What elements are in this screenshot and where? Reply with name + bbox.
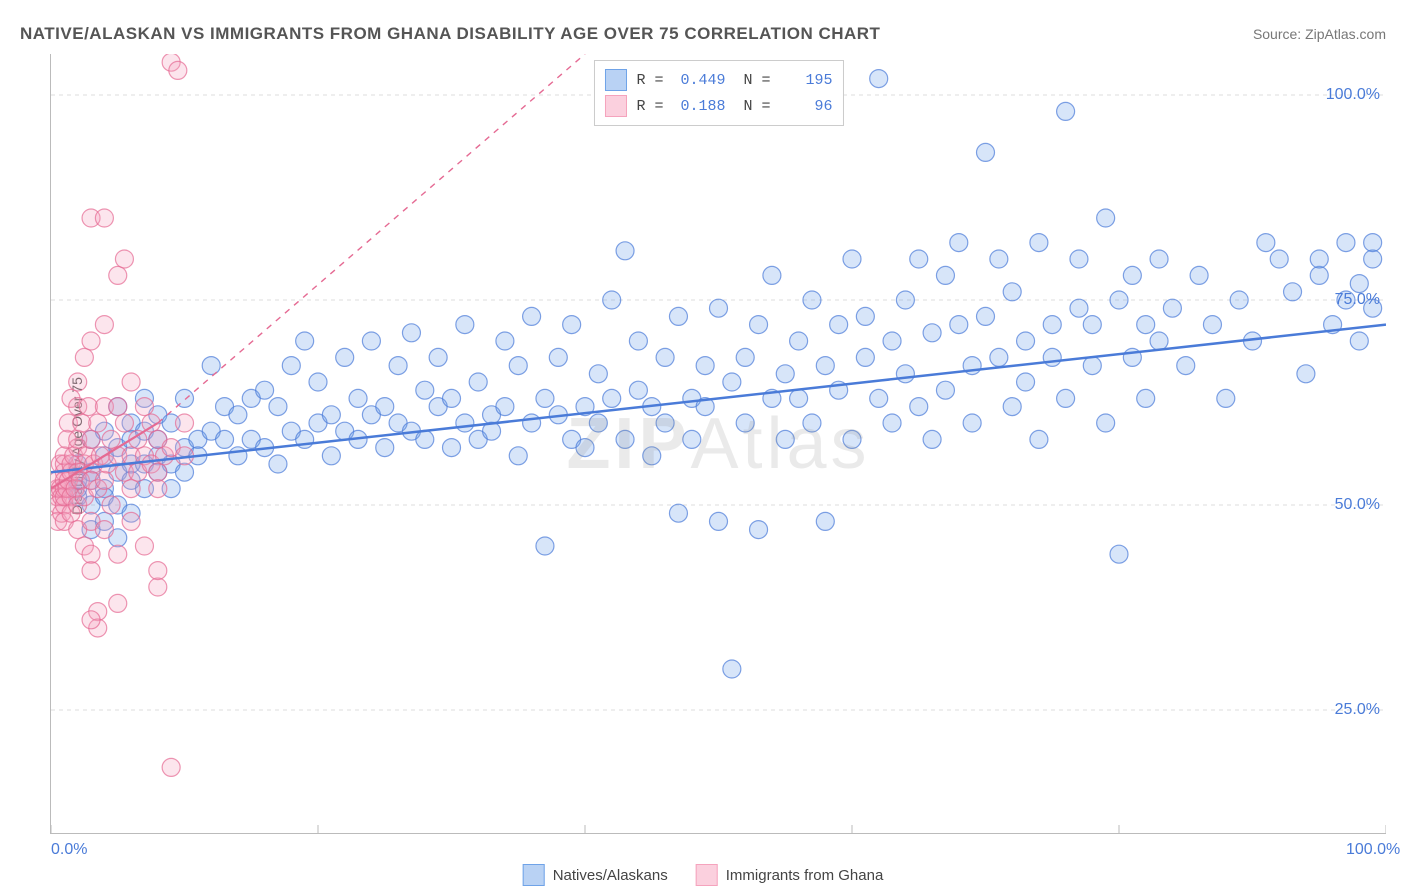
correlation-legend: R = 0.449 N = 195 R = 0.188 N = 96 <box>593 60 843 126</box>
y-tick-label: 75.0% <box>1335 291 1380 309</box>
r-value: 0.449 <box>674 72 726 89</box>
y-tick-label: 100.0% <box>1326 86 1380 104</box>
page-title: NATIVE/ALASKAN VS IMMIGRANTS FROM GHANA … <box>20 24 880 44</box>
correlation-row: R = 0.449 N = 195 <box>604 67 832 93</box>
r-label: R = <box>636 72 663 89</box>
n-label: N = <box>744 98 771 115</box>
x-tick-label: 100.0% <box>1346 841 1400 859</box>
n-value: 195 <box>781 72 833 89</box>
x-tick-label: 0.0% <box>51 841 87 859</box>
n-label: N = <box>744 72 771 89</box>
legend-swatch-icon <box>604 69 626 91</box>
legend-swatch-icon <box>604 95 626 117</box>
correlation-row: R = 0.188 N = 96 <box>604 93 832 119</box>
legend-label: Natives/Alaskans <box>553 867 668 884</box>
legend-swatch-icon <box>523 864 545 886</box>
source-attribution: Source: ZipAtlas.com <box>1253 26 1386 42</box>
n-value: 96 <box>781 98 833 115</box>
scatter-chart: ZIPAtlas R =0.449N =195R =0.188N =96 25.… <box>50 54 1386 834</box>
r-value: 0.188 <box>674 98 726 115</box>
legend-item: Natives/Alaskans <box>523 864 668 886</box>
y-tick-label: 50.0% <box>1335 496 1380 514</box>
y-tick-label: 25.0% <box>1335 701 1380 719</box>
title-bar: NATIVE/ALASKAN VS IMMIGRANTS FROM GHANA … <box>20 24 1386 44</box>
series-legend: Natives/Alaskans Immigrants from Ghana <box>523 864 884 886</box>
chart-svg <box>51 54 1386 833</box>
legend-swatch-icon <box>696 864 718 886</box>
legend-label: Immigrants from Ghana <box>726 867 884 884</box>
legend-item: Immigrants from Ghana <box>696 864 884 886</box>
r-label: R = <box>636 98 663 115</box>
